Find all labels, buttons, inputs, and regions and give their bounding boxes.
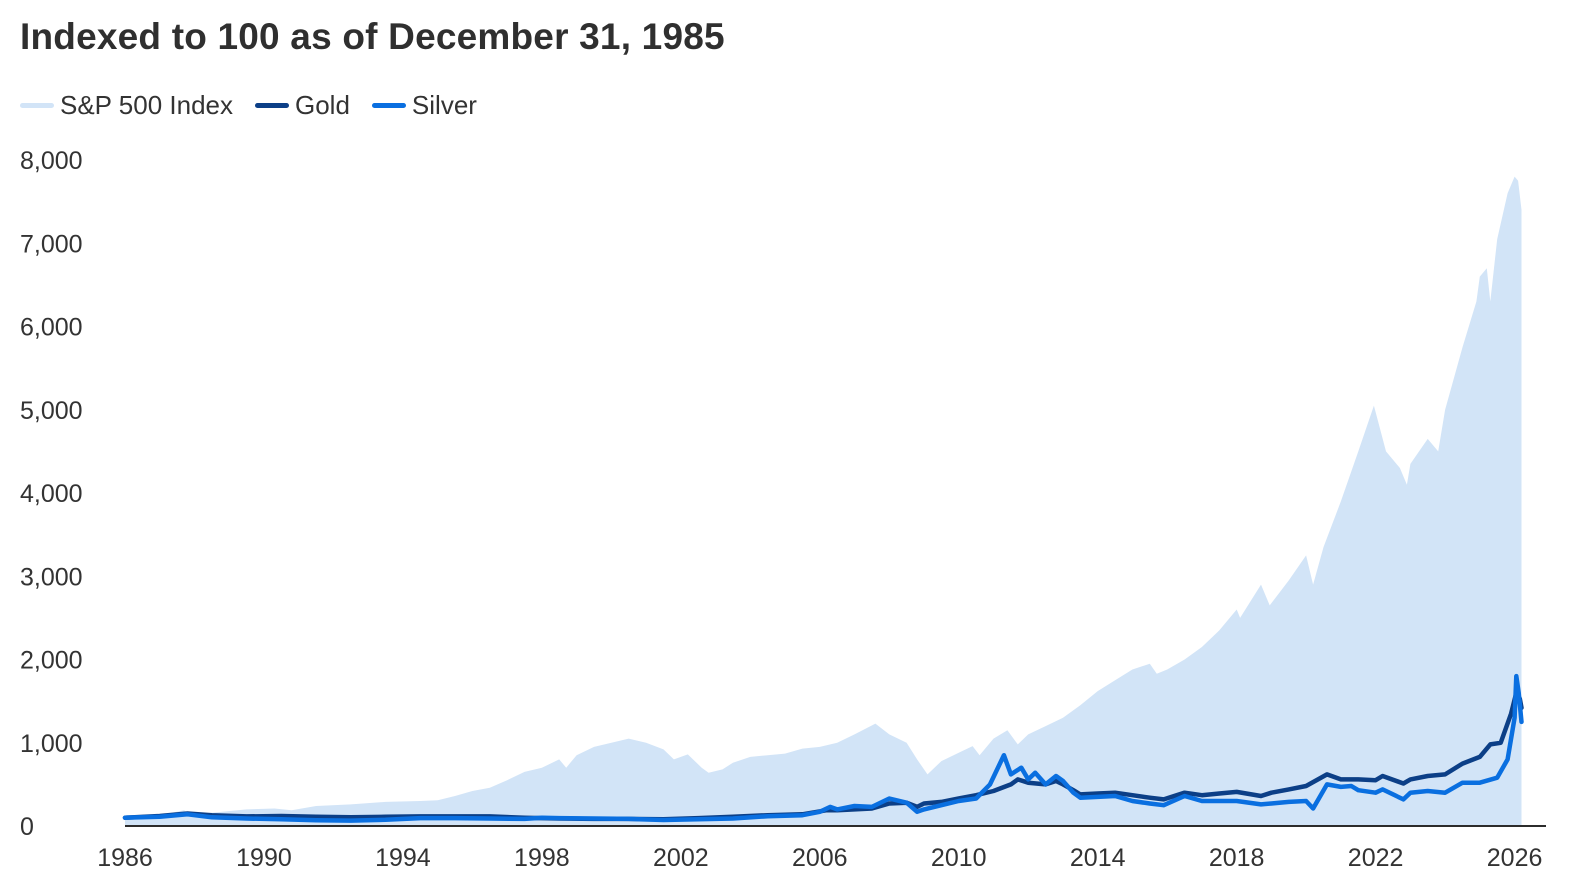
- legend-item-sp500[interactable]: S&P 500 Index: [20, 90, 233, 121]
- legend-swatch-gold: [255, 102, 289, 108]
- y-tick-label: 5,000: [20, 397, 83, 425]
- x-tick-label: 1998: [514, 844, 570, 872]
- legend-item-gold[interactable]: Gold: [255, 90, 350, 121]
- x-tick-label: 1986: [97, 844, 153, 872]
- y-tick-label: 7,000: [20, 230, 83, 258]
- x-tick-label: 2014: [1070, 844, 1126, 872]
- legend-label-sp500: S&P 500 Index: [60, 89, 233, 120]
- y-tick-label: 3,000: [20, 563, 83, 591]
- legend-swatch-sp500: [20, 102, 54, 108]
- x-tick-label: 1994: [375, 844, 431, 872]
- x-tick-label: 2006: [792, 844, 848, 872]
- chart-series: [122, 176, 1524, 827]
- y-tick-label: 8,000: [20, 147, 83, 175]
- legend-swatch-silver: [371, 102, 406, 108]
- chart-legend: S&P 500 Index Gold Silver: [20, 88, 499, 122]
- x-tick-label: 2010: [931, 844, 987, 872]
- y-tick-label: 0: [20, 813, 34, 841]
- x-tick-label: 2002: [653, 844, 709, 872]
- y-tick-label: 4,000: [20, 480, 83, 508]
- y-tick-label: 2,000: [20, 647, 83, 675]
- y-tick-label: 1,000: [20, 730, 83, 758]
- x-tick-label: 1990: [236, 844, 292, 872]
- y-tick-label: 6,000: [20, 314, 83, 342]
- chart-title: Indexed to 100 as of December 31, 1985: [20, 16, 725, 57]
- x-tick-label: 2018: [1209, 844, 1265, 872]
- y-axis-ticks: 0 1,000 2,000 3,000 4,000 5,000 6,000 7,000 8,00…: [20, 147, 83, 841]
- x-axis-ticks: 1986 1990 1994 1998 2002 2006 2010 2014 2018 2022…: [97, 844, 1542, 872]
- legend-label-silver: Silver: [411, 89, 477, 120]
- series-area-s-p-500-index: [125, 176, 1522, 827]
- series-line-silver: [122, 673, 1524, 823]
- legend-label-gold: Gold: [295, 89, 350, 120]
- legend-item-silver[interactable]: Silver: [371, 89, 477, 121]
- x-tick-label: 2026: [1487, 844, 1543, 872]
- x-tick-label: 2022: [1348, 844, 1404, 872]
